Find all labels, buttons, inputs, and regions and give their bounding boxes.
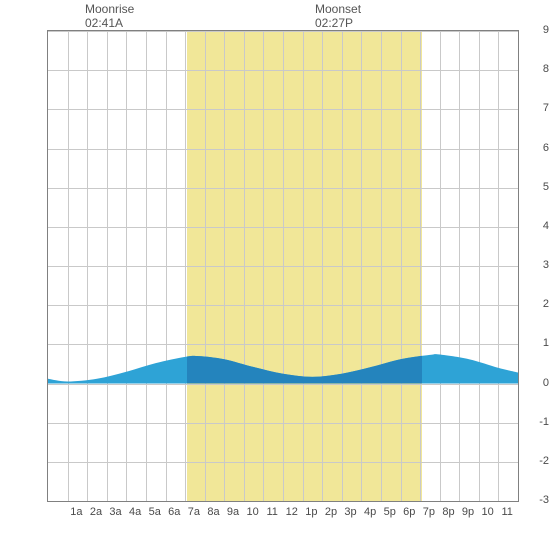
x-tick-label: 5a	[149, 506, 161, 518]
moonrise-annotation: Moonrise 02:41A	[85, 2, 134, 30]
x-tick-label: 1a	[70, 506, 82, 518]
y-axis: -3-2-10123456789	[519, 30, 549, 502]
x-tick-label: 3a	[109, 506, 121, 518]
plot-area	[47, 30, 519, 502]
tide-chart-container: Moonrise 02:41A Moonset 02:27P 1a 2a 3a 4a 5…	[0, 0, 550, 550]
tide-curve	[48, 31, 518, 501]
x-tick-label: 9a	[227, 506, 239, 518]
x-axis: 1a 2a 3a 4a 5a 6a 7a 8a 9a 10 11 12 1p 2p 3p 4p 5p 6p 7p 8p…	[47, 506, 519, 526]
moonrise-time: 02:41A	[85, 16, 134, 30]
grid-hline	[48, 501, 518, 502]
y-tick-label: -3	[529, 494, 549, 506]
x-tick-label: 10	[247, 506, 259, 518]
x-tick-label: 1p	[305, 506, 317, 518]
x-tick-label: 4a	[129, 506, 141, 518]
y-tick-label: 3	[529, 259, 549, 271]
x-tick-label: 12	[286, 506, 298, 518]
y-tick-label: 0	[529, 377, 549, 389]
x-tick-label: 9p	[462, 506, 474, 518]
y-tick-label: 7	[529, 102, 549, 114]
y-tick-label: 2	[529, 298, 549, 310]
x-tick-label: 8p	[442, 506, 454, 518]
y-tick-label: 9	[529, 24, 549, 36]
moonset-label: Moonset	[315, 2, 361, 16]
x-tick-label: 6a	[168, 506, 180, 518]
y-tick-label: 1	[529, 337, 549, 349]
x-tick-label: 11	[266, 506, 277, 518]
y-tick-label: -1	[529, 416, 549, 428]
x-tick-label: 2a	[90, 506, 102, 518]
moonset-annotation: Moonset 02:27P	[315, 2, 361, 30]
moonset-time: 02:27P	[315, 16, 361, 30]
y-tick-label: 4	[529, 220, 549, 232]
x-tick-label: 8a	[207, 506, 219, 518]
x-tick-label: 6p	[403, 506, 415, 518]
y-tick-label: 5	[529, 181, 549, 193]
x-tick-label: 7a	[188, 506, 200, 518]
y-tick-label: 6	[529, 142, 549, 154]
x-tick-label: 2p	[325, 506, 337, 518]
x-tick-label: 4p	[364, 506, 376, 518]
moonrise-label: Moonrise	[85, 2, 134, 16]
x-tick-label: 5p	[384, 506, 396, 518]
y-tick-label: 8	[529, 63, 549, 75]
x-tick-label: 7p	[423, 506, 435, 518]
x-tick-label: 11	[501, 506, 512, 518]
x-tick-label: 10	[482, 506, 494, 518]
x-tick-label: 3p	[344, 506, 356, 518]
y-tick-label: -2	[529, 455, 549, 467]
